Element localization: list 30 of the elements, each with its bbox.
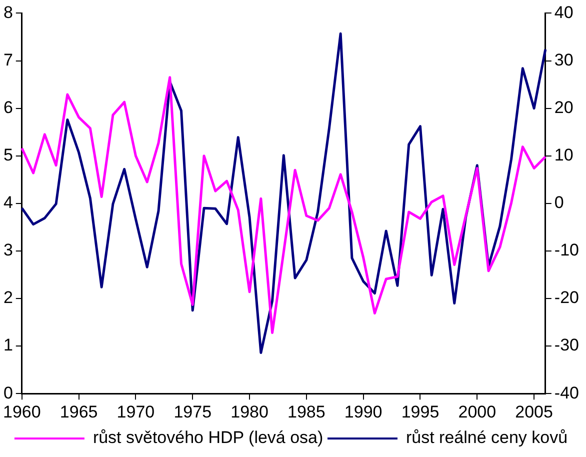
legend-label: růst světového HDP (levá osa)	[92, 428, 324, 448]
y-tick-label: 8	[3, 2, 13, 22]
y-tick-label: 1	[3, 336, 13, 355]
y2-tick-label: -30	[554, 336, 580, 355]
y-tick-label: 6	[3, 98, 13, 117]
x-tick-label: 1965	[60, 402, 98, 422]
x-tick-label: 1960	[2, 402, 41, 422]
y-tick-label: 7	[3, 50, 13, 70]
x-tick-label: 1980	[230, 402, 268, 422]
x-tick-label: 1975	[174, 402, 212, 422]
x-tick-label: 1985	[288, 402, 326, 422]
y-tick-label: 2	[3, 288, 13, 308]
y2-tick-label: 20	[554, 98, 574, 117]
y-tick-label: 3	[3, 240, 13, 260]
x-tick-label: 1970	[116, 402, 155, 422]
y2-tick-label: -20	[554, 288, 580, 308]
y2-tick-label: 0	[554, 193, 564, 212]
x-tick-label: 2000	[458, 402, 496, 422]
y2-tick-label: -10	[554, 240, 580, 260]
y-tick-label: 5	[3, 146, 13, 165]
y-tick-label: 4	[3, 193, 13, 212]
legend-label: růst reálné ceny kovů	[406, 428, 568, 448]
y2-tick-label: 10	[554, 146, 574, 165]
y2-tick-label: 30	[554, 50, 574, 70]
x-tick-label: 1995	[401, 402, 440, 422]
y-tick-label: 0	[3, 383, 13, 402]
x-tick-label: 1990	[344, 402, 382, 422]
x-tick-label: 2005	[515, 402, 553, 422]
y2-tick-label: 40	[554, 2, 574, 22]
y2-tick-label: -40	[554, 383, 580, 402]
